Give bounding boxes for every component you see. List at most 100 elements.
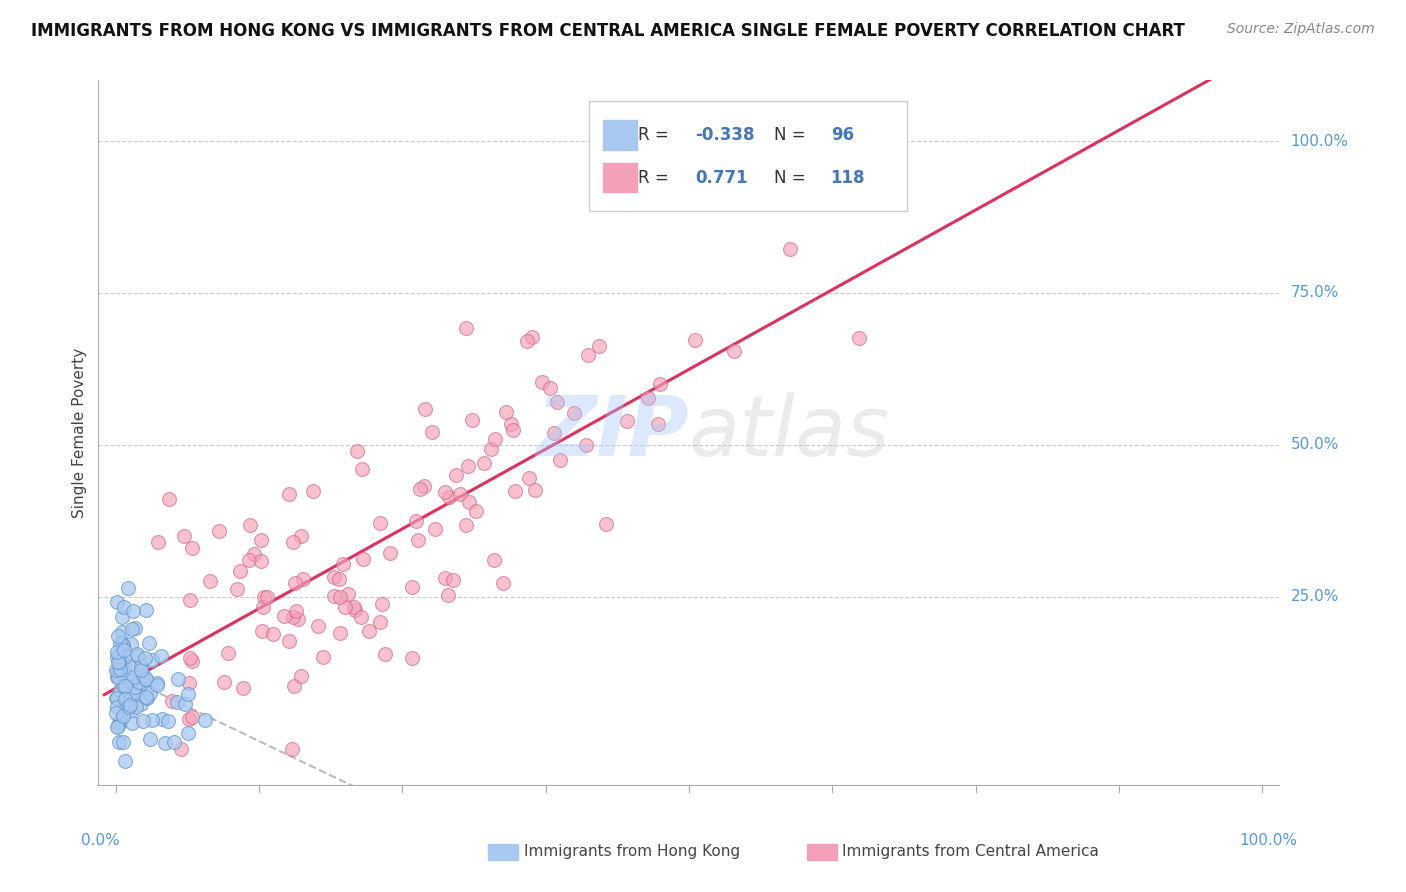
Immigrants from Central America xyxy=(647,417,669,431)
Bar xyxy=(603,120,637,150)
Immigrants from Hong Kong xyxy=(131,664,153,678)
Immigrants from Central America xyxy=(329,590,352,604)
Immigrants from Central America xyxy=(373,647,395,661)
Immigrants from Central America xyxy=(576,347,599,361)
Immigrants from Central America xyxy=(290,669,312,683)
Immigrants from Central America xyxy=(401,651,423,665)
Immigrants from Central America xyxy=(343,599,366,614)
Immigrants from Central America xyxy=(198,574,221,588)
Immigrants from Hong Kong xyxy=(138,686,160,700)
Immigrants from Hong Kong xyxy=(166,695,188,709)
Immigrants from Hong Kong xyxy=(107,656,129,670)
Immigrants from Hong Kong xyxy=(112,663,135,677)
Immigrants from Central America xyxy=(160,694,183,708)
Immigrants from Central America xyxy=(484,432,506,446)
Immigrants from Central America xyxy=(232,681,254,696)
Immigrants from Hong Kong xyxy=(177,726,200,740)
Immigrants from Central America xyxy=(433,484,456,499)
Immigrants from Central America xyxy=(312,649,335,664)
Immigrants from Hong Kong xyxy=(134,651,156,665)
Immigrants from Hong Kong xyxy=(124,688,146,702)
Immigrants from Hong Kong xyxy=(146,675,169,690)
Immigrants from Central America xyxy=(277,487,299,501)
Immigrants from Central America xyxy=(472,456,495,470)
Bar xyxy=(488,844,517,860)
Immigrants from Hong Kong xyxy=(135,690,157,704)
Immigrants from Central America xyxy=(637,391,659,405)
Immigrants from Central America xyxy=(173,529,195,543)
Immigrants from Hong Kong xyxy=(125,700,148,714)
Immigrants from Hong Kong xyxy=(105,691,128,706)
Immigrants from Central America xyxy=(217,647,239,661)
Immigrants from Central America xyxy=(371,597,394,611)
Immigrants from Hong Kong xyxy=(121,622,143,636)
Immigrants from Central America xyxy=(516,334,538,349)
Immigrants from Central America xyxy=(179,650,201,665)
Immigrants from Central America xyxy=(401,580,423,594)
Immigrants from Hong Kong xyxy=(117,669,139,683)
Immigrants from Central America xyxy=(405,514,427,528)
Immigrants from Hong Kong xyxy=(121,716,143,731)
Immigrants from Hong Kong xyxy=(105,670,128,684)
Immigrants from Central America xyxy=(280,741,302,756)
Immigrants from Hong Kong xyxy=(153,735,176,749)
Immigrants from Hong Kong xyxy=(124,621,146,635)
Immigrants from Hong Kong xyxy=(149,649,172,664)
Immigrants from Hong Kong xyxy=(108,683,131,698)
Text: R =: R = xyxy=(638,127,673,145)
Immigrants from Central America xyxy=(503,484,526,499)
Text: 50.0%: 50.0% xyxy=(1291,437,1339,452)
Immigrants from Hong Kong xyxy=(138,636,160,650)
Immigrants from Hong Kong xyxy=(105,663,128,677)
Immigrants from Central America xyxy=(449,487,471,501)
Immigrants from Hong Kong xyxy=(177,687,200,701)
Immigrants from Hong Kong xyxy=(129,659,152,673)
Immigrants from Hong Kong xyxy=(111,624,134,639)
Immigrants from Hong Kong xyxy=(108,660,131,674)
Immigrants from Hong Kong xyxy=(125,647,148,661)
Immigrants from Central America xyxy=(177,676,200,690)
Immigrants from Central America xyxy=(238,553,260,567)
Immigrants from Central America xyxy=(212,675,235,690)
Immigrants from Central America xyxy=(548,453,571,467)
Immigrants from Central America xyxy=(353,551,375,566)
Immigrants from Central America xyxy=(229,565,252,579)
Immigrants from Central America xyxy=(177,712,200,726)
Immigrants from Hong Kong xyxy=(121,605,143,619)
Immigrants from Central America xyxy=(273,608,295,623)
Immigrants from Hong Kong xyxy=(107,664,129,678)
Immigrants from Central America xyxy=(169,741,191,756)
Text: 100.0%: 100.0% xyxy=(1291,134,1348,149)
Immigrants from Central America xyxy=(595,517,617,532)
Immigrants from Central America xyxy=(262,627,284,641)
Text: N =: N = xyxy=(773,169,811,186)
Immigrants from Central America xyxy=(337,587,360,601)
Immigrants from Central America xyxy=(350,462,373,476)
Immigrants from Central America xyxy=(256,590,278,604)
Immigrants from Central America xyxy=(482,553,505,567)
Immigrants from Hong Kong xyxy=(108,735,131,749)
Text: 96: 96 xyxy=(831,127,853,145)
Immigrants from Central America xyxy=(538,381,561,395)
Immigrants from Central America xyxy=(148,534,170,549)
Immigrants from Central America xyxy=(523,483,546,497)
Immigrants from Central America xyxy=(520,329,543,343)
Immigrants from Hong Kong xyxy=(194,713,217,727)
Immigrants from Central America xyxy=(454,518,477,533)
Immigrants from Hong Kong xyxy=(111,656,134,670)
Text: Source: ZipAtlas.com: Source: ZipAtlas.com xyxy=(1227,22,1375,37)
Immigrants from Central America xyxy=(283,609,305,624)
Immigrants from Hong Kong xyxy=(105,650,128,665)
Immigrants from Central America xyxy=(433,570,456,584)
Immigrants from Hong Kong xyxy=(112,599,135,614)
Immigrants from Hong Kong xyxy=(105,690,128,705)
Immigrants from Hong Kong xyxy=(166,672,188,686)
Immigrants from Hong Kong xyxy=(135,603,157,617)
Immigrants from Central America xyxy=(287,612,309,626)
Immigrants from Central America xyxy=(378,546,401,560)
Immigrants from Hong Kong xyxy=(104,706,127,720)
Immigrants from Central America xyxy=(465,504,488,518)
Immigrants from Hong Kong xyxy=(131,714,153,728)
Immigrants from Hong Kong xyxy=(124,684,146,698)
Immigrants from Hong Kong xyxy=(114,658,136,673)
